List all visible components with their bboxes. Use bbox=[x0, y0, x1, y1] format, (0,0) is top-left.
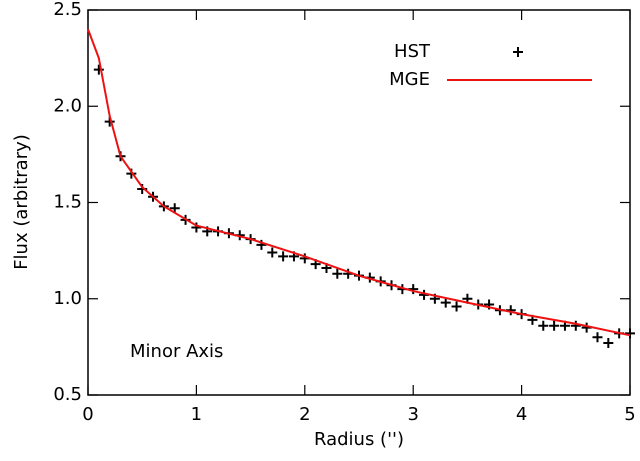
x-tick-label: 4 bbox=[516, 404, 527, 425]
hst-point bbox=[440, 297, 451, 308]
legend-marker bbox=[513, 47, 523, 57]
legend-label: HST bbox=[394, 41, 431, 62]
hst-point bbox=[267, 247, 278, 258]
hst-point bbox=[538, 320, 549, 331]
x-tick-label: 0 bbox=[82, 404, 93, 425]
hst-point bbox=[549, 320, 560, 331]
y-axis-label: Flux (arbitrary) bbox=[11, 134, 32, 270]
x-tick-label: 5 bbox=[624, 404, 635, 425]
hst-point bbox=[332, 268, 343, 279]
y-tick-label: 0.5 bbox=[53, 384, 82, 405]
x-tick-label: 2 bbox=[299, 404, 310, 425]
hst-point bbox=[278, 251, 289, 262]
x-axis-label: Radius ('') bbox=[314, 429, 404, 450]
y-tick-label: 1.0 bbox=[53, 288, 82, 309]
y-tick-label: 1.5 bbox=[53, 192, 82, 213]
hst-point bbox=[93, 64, 104, 75]
mge-line bbox=[87, 28, 631, 337]
hst-point bbox=[592, 332, 603, 343]
hst-point bbox=[451, 301, 462, 312]
y-tick-label: 2.0 bbox=[53, 95, 82, 116]
hst-point bbox=[570, 320, 581, 331]
x-tick-label: 3 bbox=[407, 404, 418, 425]
plot-frame bbox=[87, 9, 631, 396]
legend-label: MGE bbox=[389, 69, 430, 90]
hst-point bbox=[625, 328, 635, 339]
hst-point bbox=[603, 338, 614, 349]
x-tick-label: 1 bbox=[191, 404, 202, 425]
hst-point bbox=[191, 222, 202, 233]
y-tick-label: 2.5 bbox=[53, 0, 82, 20]
annotation: Minor Axis bbox=[130, 341, 223, 362]
